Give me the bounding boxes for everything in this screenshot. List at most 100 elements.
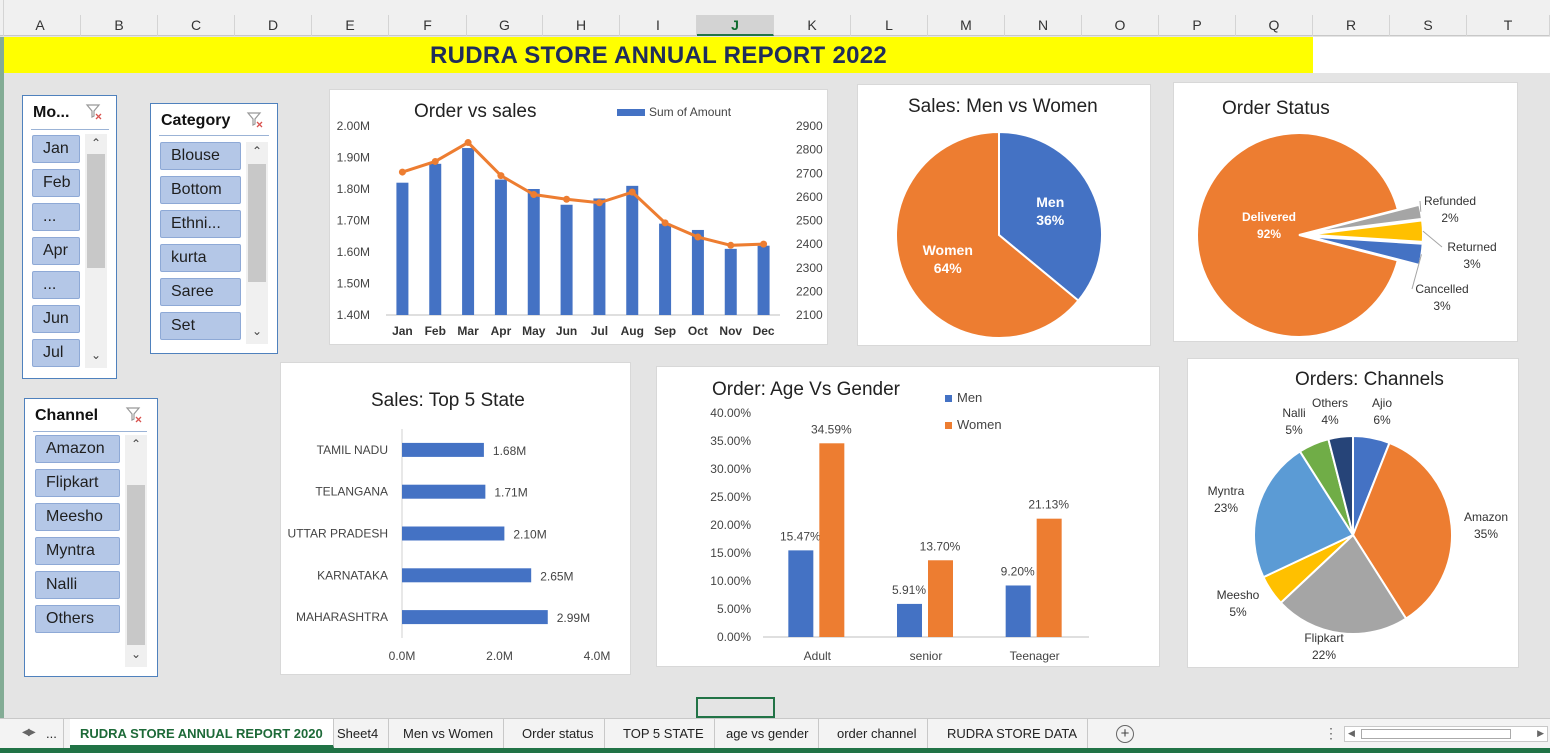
chevron-up-icon[interactable]: ⌃: [130, 437, 142, 451]
column-header-d[interactable]: D: [235, 15, 312, 36]
order-status-chart[interactable]: Order Status Delivered 92% Refunded 2% Retur…: [1173, 82, 1518, 342]
slicer-item-month[interactable]: Apr: [32, 237, 80, 265]
column-header-s[interactable]: S: [1390, 15, 1467, 36]
chevron-down-icon[interactable]: ⌄: [130, 647, 142, 661]
column-header-g[interactable]: G: [467, 15, 543, 36]
column-header-f[interactable]: F: [389, 15, 467, 36]
chevron-up-icon[interactable]: ⌃: [251, 144, 263, 158]
slice-label: Nalli: [1282, 406, 1305, 420]
chevron-down-icon[interactable]: ⌄: [251, 324, 263, 338]
age-gender-chart[interactable]: Order: Age Vs Gender Men Women 40.00% 35.…: [656, 366, 1160, 667]
column-header-l[interactable]: L: [851, 15, 928, 36]
slicer-item-category[interactable]: kurta: [160, 244, 241, 272]
orders-channels-chart[interactable]: Orders: Channels Ajio 6% Amazon 35% Flipkart…: [1187, 358, 1519, 668]
column-header-m[interactable]: M: [928, 15, 1005, 36]
slicer-item-channel[interactable]: Myntra: [35, 537, 120, 565]
y-tick-label-right: 2800: [796, 143, 823, 157]
column-header-t[interactable]: T: [1467, 15, 1550, 36]
slicer-item-month[interactable]: Jul: [32, 339, 80, 367]
scroll-left-arrow[interactable]: ◀: [1348, 728, 1355, 738]
column-header-j[interactable]: J: [697, 15, 774, 36]
x-tick-label: Dec: [753, 324, 775, 338]
y-tick-label-right: 2600: [796, 190, 823, 204]
sheet-tab-top5-state[interactable]: TOP 5 STATE: [613, 719, 715, 748]
slicer-item-channel[interactable]: Nalli: [35, 571, 120, 599]
tab-scroll-right[interactable]: ▶: [28, 727, 36, 738]
bar: [819, 443, 845, 637]
horizontal-scrollbar[interactable]: ◀ ▶: [1344, 726, 1548, 742]
order-vs-sales-chart[interactable]: Order vs sales Sum of Amount 2.00M 1.90M 1…: [329, 89, 828, 345]
sheet-tab-report-2020[interactable]: RUDRA STORE ANNUAL REPORT 2020: [70, 719, 334, 748]
x-tick-label: Teenager: [1010, 649, 1060, 663]
sheet-tab-order-status[interactable]: Order status: [512, 719, 605, 748]
slicer-item-month[interactable]: ...: [32, 271, 80, 299]
column-header-b[interactable]: B: [81, 15, 158, 36]
x-tick-label: Feb: [425, 324, 446, 338]
tab-scroll-left[interactable]: ◀: [22, 727, 30, 738]
slicer-item-channel[interactable]: Meesho: [35, 503, 120, 531]
chevron-down-icon[interactable]: ⌄: [90, 348, 102, 362]
category-slicer-divider: [159, 135, 269, 136]
column-header-i[interactable]: I: [620, 15, 697, 36]
slice-value: 64%: [934, 260, 963, 276]
slicer-item-month[interactable]: Jan: [32, 135, 80, 163]
line-point: [464, 139, 472, 147]
data-label: 2.99M: [557, 611, 590, 625]
column-header-r[interactable]: R: [1313, 15, 1390, 36]
slicer-item-channel[interactable]: Flipkart: [35, 469, 120, 497]
channel-slicer-scroll-thumb[interactable]: [127, 485, 145, 645]
title-blank-cell[interactable]: [1313, 37, 1550, 73]
y-tick-label: 0.00%: [717, 630, 751, 644]
slice-label: Myntra: [1208, 484, 1245, 498]
scroll-thumb[interactable]: [1361, 729, 1511, 739]
slicer-item-channel[interactable]: Amazon: [35, 435, 120, 463]
select-all-corner[interactable]: [0, 0, 4, 36]
tab-splitter-icon[interactable]: ⋮: [1324, 725, 1338, 741]
category-slicer-scroll-thumb[interactable]: [248, 164, 266, 282]
sales-men-women-chart[interactable]: Sales: Men vs Women Men 36% Women 64%: [857, 84, 1151, 346]
slice-label: Returned: [1447, 240, 1496, 254]
selected-cell[interactable]: [696, 697, 775, 718]
column-header-h[interactable]: H: [543, 15, 620, 36]
column-header-a[interactable]: A: [0, 15, 81, 36]
clear-filter-icon[interactable]: [125, 405, 143, 423]
slicer-item-month[interactable]: Jun: [32, 305, 80, 333]
slice-value: 6%: [1373, 413, 1391, 427]
slicer-item-channel[interactable]: Others: [35, 605, 120, 633]
column-header-c[interactable]: C: [158, 15, 235, 36]
scroll-right-arrow[interactable]: ▶: [1537, 728, 1544, 738]
slice-value: 92%: [1257, 227, 1281, 241]
plus-circle-icon[interactable]: +: [1116, 725, 1134, 743]
column-header-q[interactable]: Q: [1236, 15, 1313, 36]
tab-nav-more[interactable]: ...: [40, 719, 64, 748]
x-tick-label: May: [522, 324, 546, 338]
line-point: [431, 157, 439, 165]
slicer-item-category[interactable]: Saree: [160, 278, 241, 306]
clear-filter-icon[interactable]: [85, 102, 103, 120]
column-header-o[interactable]: O: [1082, 15, 1159, 36]
top5-state-plot: TAMIL NADU 1.68M TELANGANA 1.71M UTTAR PRADE…: [288, 429, 610, 663]
bar: [788, 550, 814, 637]
y-tick-label: 10.00%: [710, 574, 751, 588]
slicer-item-category[interactable]: Set: [160, 312, 241, 340]
chevron-up-icon[interactable]: ⌃: [90, 136, 102, 150]
sheet-tab-age-vs-gender[interactable]: age vs gender: [716, 719, 820, 748]
chart-title: Sales: Men vs Women: [908, 96, 1098, 117]
clear-filter-icon[interactable]: [246, 110, 264, 128]
column-header-p[interactable]: P: [1159, 15, 1236, 36]
column-header-n[interactable]: N: [1005, 15, 1082, 36]
slicer-item-month[interactable]: Feb: [32, 169, 80, 197]
month-slicer-scroll-thumb[interactable]: [87, 154, 105, 268]
sheet-tab-order-channel[interactable]: order channel: [827, 719, 928, 748]
sheet-tab-men-vs-women[interactable]: Men vs Women: [393, 719, 505, 748]
column-header-e[interactable]: E: [312, 15, 389, 36]
slicer-item-category[interactable]: Bottom: [160, 176, 241, 204]
slicer-item-category[interactable]: Ethni...: [160, 210, 241, 238]
slicer-item-category[interactable]: Blouse: [160, 142, 241, 170]
slicer-item-month[interactable]: ...: [32, 203, 80, 231]
top5-state-chart[interactable]: Sales: Top 5 State TAMIL NADU 1.68M TELANG…: [280, 362, 631, 675]
column-header-k[interactable]: K: [774, 15, 851, 36]
sheet-tab-store-data[interactable]: RUDRA STORE DATA: [937, 719, 1089, 748]
sheet-tab-sheet4[interactable]: Sheet4: [327, 719, 390, 748]
